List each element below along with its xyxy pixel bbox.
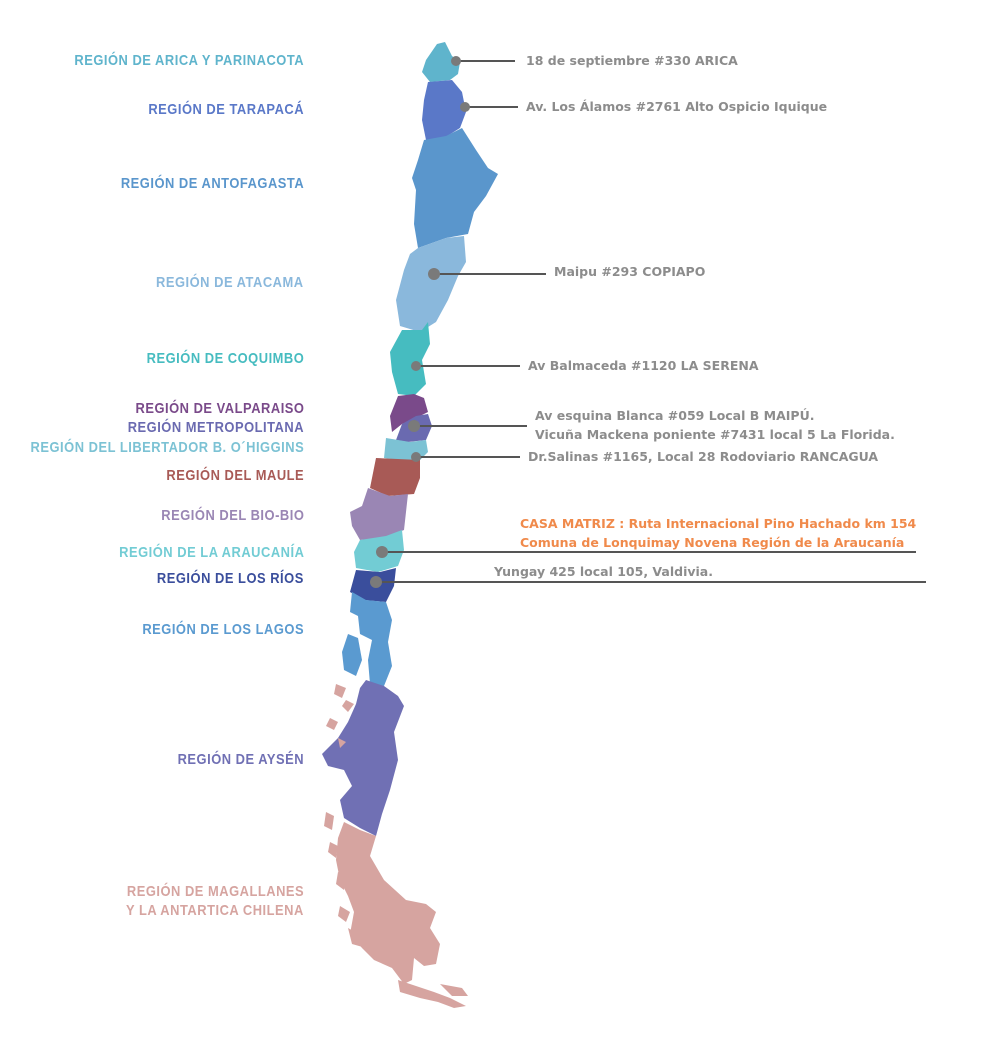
address-maipu: Av esquina Blanca #059 Local B MAIPÚ.: [535, 408, 815, 423]
region-shape-valparaiso[interactable]: [390, 394, 428, 432]
marker-hq[interactable]: [376, 546, 388, 558]
address-florida: Vicuña Mackena poniente #7431 local 5 La…: [535, 427, 895, 442]
region-label-araucania: REGIÓN DE LA ARAUCANÍA: [118, 544, 304, 561]
region-label-metropolitana: REGIÓN METROPOLITANA: [127, 419, 304, 436]
address-copiapo: Maipu #293 COPIAPO: [554, 264, 706, 279]
region-shape-loslagos[interactable]: [350, 592, 392, 686]
region-shape-coquimbo[interactable]: [390, 322, 430, 396]
region-label-losrios: REGIÓN DE LOS RÍOS: [157, 570, 304, 587]
marker-copiapo[interactable]: [428, 268, 440, 280]
marker-santiago[interactable]: [408, 420, 420, 432]
region-label-tarapaca: REGIÓN DE TARAPACÁ: [148, 101, 304, 118]
region-label-maule: REGIÓN DEL MAULE: [166, 467, 304, 484]
region-label-magallanes: REGIÓN DE MAGALLANES: [126, 883, 304, 900]
region-shape-tarapaca[interactable]: [422, 80, 466, 140]
region-shape-chiloe[interactable]: [342, 634, 362, 676]
marker-rancagua[interactable]: [411, 452, 421, 462]
leader-lines: [376, 60, 926, 583]
region-label-atacama: REGIÓN DE ATACAMA: [156, 274, 304, 291]
marker-serena[interactable]: [411, 361, 421, 371]
region-shape-biobio[interactable]: [350, 488, 408, 540]
address-valdivia: Yungay 425 local 105, Valdivia.: [494, 564, 713, 579]
region-shape-aysen[interactable]: [322, 680, 404, 836]
marker-arica[interactable]: [451, 56, 461, 66]
region-label-antartica: Y LA ANTARTICA CHILENA: [126, 902, 304, 919]
region-shape-maule[interactable]: [370, 458, 420, 496]
region-label-ohiggins: REGIÓN DEL LIBERTADOR B. O´HIGGINS: [30, 439, 304, 456]
region-shape-magallanes[interactable]: [336, 822, 440, 984]
region-shape-antofagasta[interactable]: [412, 128, 498, 248]
region-label-valparaiso: REGIÓN DE VALPARAISO: [135, 400, 304, 417]
region-label-antofagasta: REGIÓN DE ANTOFAGASTA: [120, 175, 304, 192]
marker-valdivia[interactable]: [370, 576, 382, 588]
region-label-arica: REGIÓN DE ARICA Y PARINACOTA: [74, 52, 304, 69]
region-shape-magallanes-islands[interactable]: [324, 812, 468, 1008]
region-shape-aysen-islands[interactable]: [326, 684, 354, 748]
region-shape-atacama[interactable]: [396, 236, 466, 332]
region-label-coquimbo: REGIÓN DE COQUIMBO: [146, 350, 304, 367]
address-serena: Av Balmaceda #1120 LA SERENA: [528, 358, 759, 373]
address-iquique: Av. Los Álamos #2761 Alto Ospicio Iquiqu…: [526, 99, 828, 114]
address-arica: 18 de septiembre #330 ARICA: [526, 53, 738, 68]
region-shape-arica[interactable]: [422, 42, 460, 82]
marker-iquique[interactable]: [460, 102, 470, 112]
address-rancagua: Dr.Salinas #1165, Local 28 Rodoviario RA…: [528, 449, 879, 464]
address-hq-line1: CASA MATRIZ : Ruta Internacional Pino Ha…: [520, 516, 917, 531]
region-label-biobio: REGIÓN DEL BIO-BIO: [160, 507, 304, 524]
region-label-aysen: REGIÓN DE AYSÉN: [177, 751, 304, 768]
address-hq-line2: Comuna de Lonquimay Novena Región de la …: [520, 535, 905, 550]
region-label-loslagos: REGIÓN DE LOS LAGOS: [142, 621, 304, 638]
location-markers: [370, 56, 470, 588]
